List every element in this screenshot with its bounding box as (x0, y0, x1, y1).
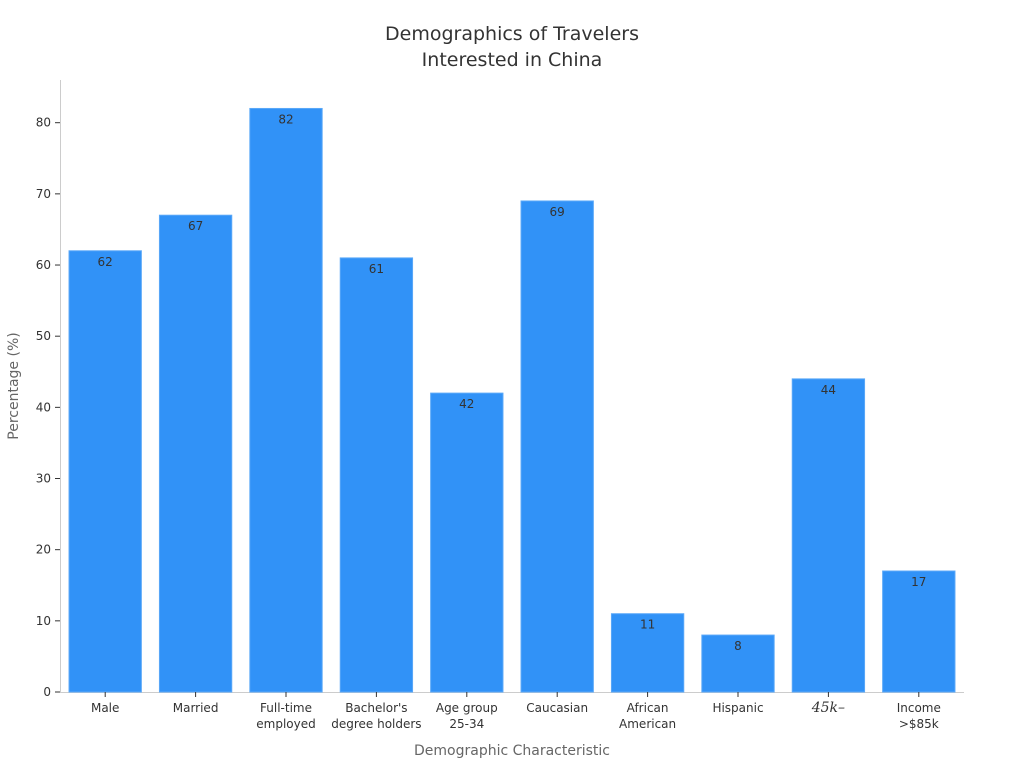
bar-value-label: 42 (459, 397, 474, 411)
x-tick-label: >$85k (899, 717, 939, 731)
y-axis-title: Percentage (%) (6, 332, 22, 439)
y-tick-label: 40 (36, 400, 51, 414)
bars: 62 67 82 61 42 69 11 8 44 17 (68, 107, 956, 693)
bar-value-label: 17 (911, 575, 926, 589)
y-tick-label: 70 (36, 187, 51, 201)
bar (249, 107, 323, 693)
y-tick-label: 60 (36, 258, 51, 272)
x-tick-label: Income (897, 701, 941, 715)
x-tick-label: Age group (436, 701, 498, 715)
y-tick-label: 50 (36, 329, 51, 343)
x-tick-label: American (619, 717, 676, 731)
y-tick-label: 20 (36, 543, 51, 557)
y-tick-label: 0 (43, 685, 51, 699)
x-tick-label: Bachelor's (345, 701, 407, 715)
chart-title-line-2: Interested in China (422, 49, 603, 71)
x-tick-label: African (627, 701, 669, 715)
bar-value-label: 82 (278, 112, 293, 126)
y-axis-ticks: 0 10 20 30 40 50 60 70 80 (36, 116, 60, 699)
bar (520, 200, 594, 693)
x-tick-label: Hispanic (712, 701, 763, 715)
bar-value-label: 11 (640, 618, 655, 632)
x-tick-label: 45k– (811, 700, 845, 716)
bar (882, 570, 956, 693)
bar (68, 250, 142, 693)
y-tick-label: 80 (36, 116, 51, 130)
chart-title: Demographics of Travelers Interested in … (385, 23, 639, 71)
x-tick-label: degree holders (331, 717, 421, 731)
y-tick-label: 30 (36, 472, 51, 486)
bar (158, 214, 233, 693)
bar-value-label: 44 (821, 383, 836, 397)
bar-value-label: 61 (369, 262, 384, 276)
bar-value-label: 8 (734, 639, 742, 653)
y-tick-label: 10 (36, 614, 51, 628)
chart-title-line-1: Demographics of Travelers (385, 23, 639, 45)
bar (339, 257, 414, 693)
x-tick-label: 25-34 (449, 717, 484, 731)
x-tick-label: Male (91, 701, 119, 715)
x-axis-title: Demographic Characteristic (414, 743, 610, 759)
x-tick-label: Full-time (260, 701, 312, 715)
bar-value-label: 69 (550, 205, 565, 219)
bar-value-label: 67 (188, 219, 203, 233)
bar-value-label: 62 (98, 255, 113, 269)
x-tick-label: Married (173, 701, 219, 715)
x-tick-label: Caucasian (526, 701, 588, 715)
bar (430, 392, 504, 693)
bar (701, 634, 775, 693)
x-axis-tick-labels: Male Married Full-time employed Bachelor's de… (91, 692, 941, 731)
bar (610, 613, 685, 693)
bar (791, 378, 866, 693)
x-tick-label: employed (256, 717, 315, 731)
